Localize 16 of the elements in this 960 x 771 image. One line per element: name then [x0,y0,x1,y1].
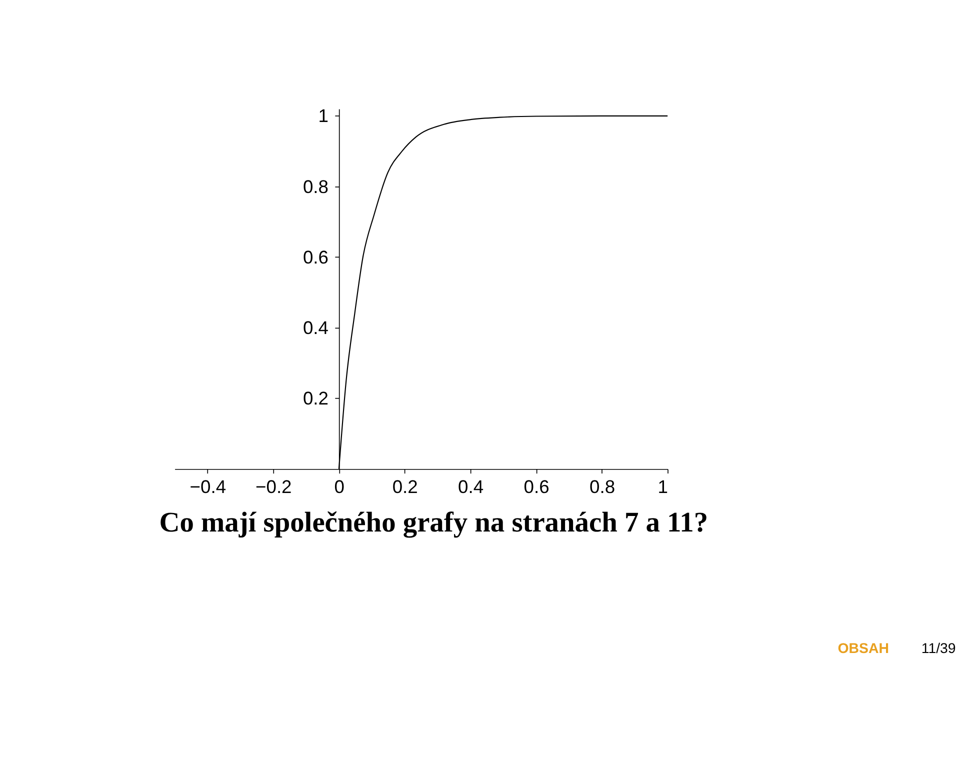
x-tick-label: 1 [658,476,668,497]
x-tick-label: 0.6 [524,476,550,497]
text: 11/39 [921,640,956,657]
x-tick-label: −0.4 [190,476,226,497]
x-tick-label: −0.2 [255,476,292,497]
x-tick-label: 0.4 [458,476,484,497]
y-tick-label: 0.2 [302,388,328,409]
text: Co mají společného grafy na stranách 7 a 11? [159,508,708,539]
y-tick-label: 0.4 [302,317,328,338]
y-tick-label: 0.6 [302,246,328,268]
y-tick-label: 1 [318,105,328,126]
y-tick-label: 0.8 [302,176,328,197]
x-tick-label: 0 [334,476,344,497]
text: OBSAH [838,640,889,657]
x-tick-label: 0.2 [392,476,418,497]
x-tick-label: 0.8 [589,476,616,497]
